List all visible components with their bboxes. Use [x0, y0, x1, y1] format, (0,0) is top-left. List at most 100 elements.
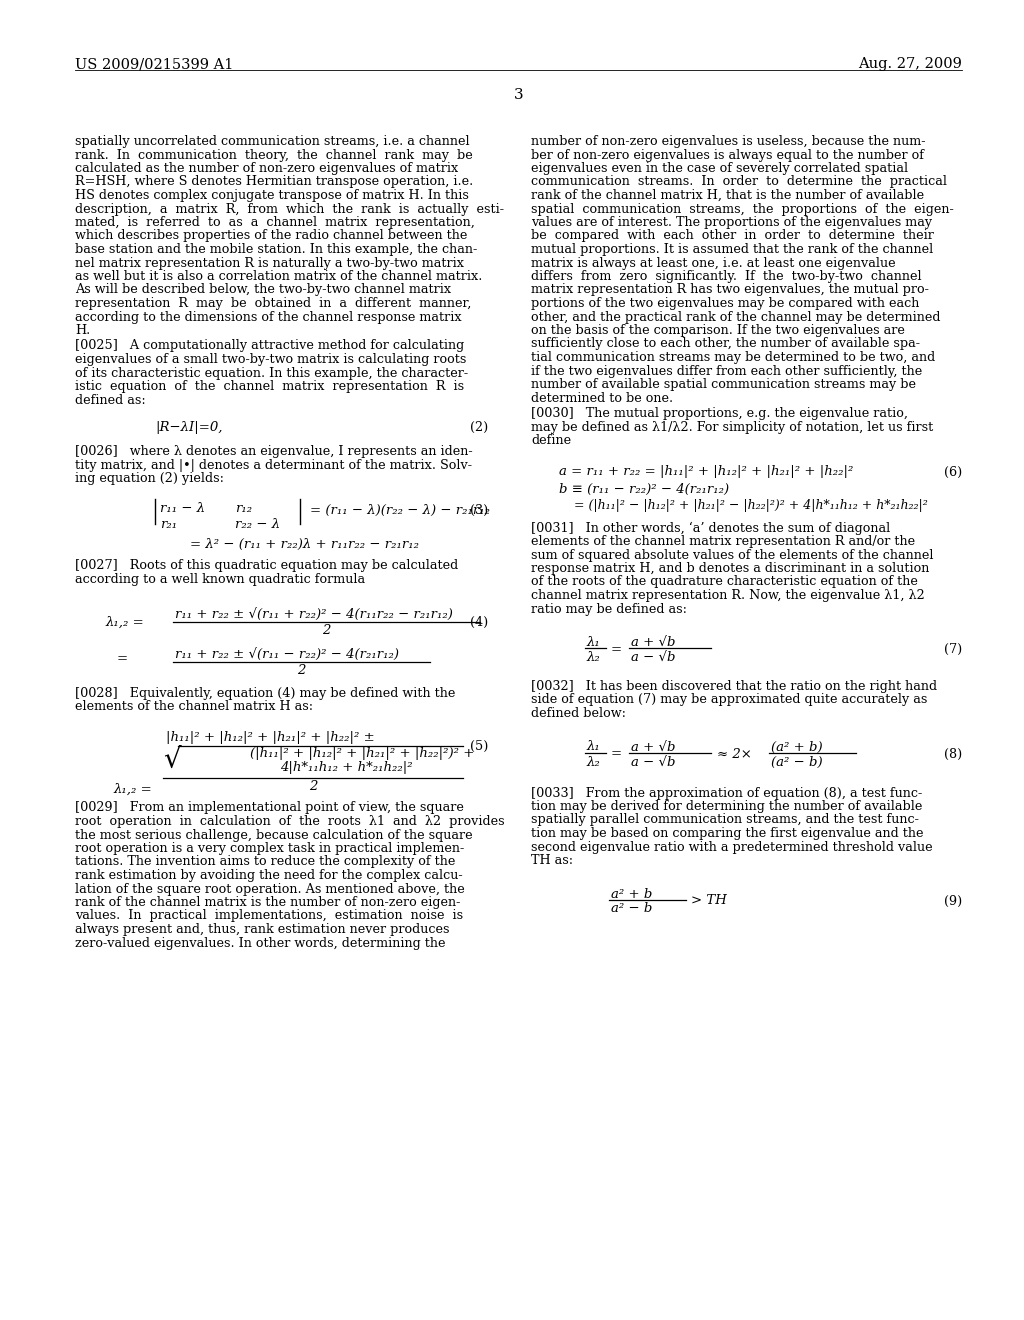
Text: TH as:: TH as: — [531, 854, 573, 867]
Text: 2: 2 — [323, 624, 331, 638]
Text: matrix representation R has two eigenvalues, the mutual pro-: matrix representation R has two eigenval… — [531, 284, 929, 297]
Text: side of equation (7) may be approximated quite accurately as: side of equation (7) may be approximated… — [531, 693, 928, 706]
Text: r₁₁ + r₂₂ ± √(r₁₁ − r₂₂)² − 4(r₂₁r₁₂): r₁₁ + r₂₂ ± √(r₁₁ − r₂₂)² − 4(r₂₁r₁₂) — [175, 648, 399, 660]
Text: =: = — [611, 747, 623, 760]
Text: tity matrix, and |•| denotes a determinant of the matrix. Solv-: tity matrix, and |•| denotes a determina… — [75, 458, 472, 471]
Text: HS denotes complex conjugate transpose of matrix H. In this: HS denotes complex conjugate transpose o… — [75, 189, 469, 202]
Text: (6): (6) — [944, 466, 962, 479]
Text: according to a well known quadratic formula: according to a well known quadratic form… — [75, 573, 366, 586]
Text: tations. The invention aims to reduce the complexity of the: tations. The invention aims to reduce th… — [75, 855, 456, 869]
Text: (8): (8) — [944, 747, 962, 760]
Text: [0031]   In other words, ‘a’ denotes the sum of diagonal: [0031] In other words, ‘a’ denotes the s… — [531, 521, 890, 535]
Text: Aug. 27, 2009: Aug. 27, 2009 — [858, 57, 962, 71]
Text: values are of interest. The proportions of the eigenvalues may: values are of interest. The proportions … — [531, 216, 932, 228]
Text: (2): (2) — [470, 421, 488, 434]
Text: calculated as the number of non-zero eigenvalues of matrix: calculated as the number of non-zero eig… — [75, 162, 459, 176]
Text: ≈ 2×: ≈ 2× — [717, 747, 752, 760]
Text: λ₁: λ₁ — [586, 741, 600, 754]
Text: [0026]   where λ denotes an eigenvalue, I represents an iden-: [0026] where λ denotes an eigenvalue, I … — [75, 445, 473, 458]
Text: defined below:: defined below: — [531, 708, 626, 719]
Text: (9): (9) — [944, 895, 962, 908]
Text: root operation is a very complex task in practical implemen-: root operation is a very complex task in… — [75, 842, 464, 855]
Text: r₂₁: r₂₁ — [160, 517, 177, 531]
Text: [0028]   Equivalently, equation (4) may be defined with the: [0028] Equivalently, equation (4) may be… — [75, 686, 456, 700]
Text: = (r₁₁ − λ)(r₂₂ − λ) − r₂₁r₁₂: = (r₁₁ − λ)(r₂₂ − λ) − r₂₁r₁₂ — [310, 503, 490, 516]
Text: [0030]   The mutual proportions, e.g. the eigenvalue ratio,: [0030] The mutual proportions, e.g. the … — [531, 407, 908, 420]
Text: as well but it is also a correlation matrix of the channel matrix.: as well but it is also a correlation mat… — [75, 271, 482, 282]
Text: |h₁₁|² + |h₁₂|² + |h₂₁|² + |h₂₂|² ±: |h₁₁|² + |h₁₂|² + |h₂₁|² + |h₂₂|² ± — [166, 731, 375, 744]
Text: r₁₁ + r₂₂ ± √(r₁₁ + r₂₂)² − 4(r₁₁r₂₂ − r₂₁r₁₂): r₁₁ + r₂₂ ± √(r₁₁ + r₂₂)² − 4(r₁₁r₂₂ − r… — [175, 607, 453, 620]
Text: communication  streams.  In  order  to  determine  the  practical: communication streams. In order to deter… — [531, 176, 947, 189]
Text: be  compared  with  each  other  in  order  to  determine  their: be compared with each other in order to … — [531, 230, 934, 243]
Text: eigenvalues of a small two-by-two matrix is calculating roots: eigenvalues of a small two-by-two matrix… — [75, 352, 466, 366]
Text: [0025]   A computationally attractive method for calculating: [0025] A computationally attractive meth… — [75, 339, 464, 352]
Text: 3: 3 — [514, 88, 523, 102]
Text: r₂₂ − λ: r₂₂ − λ — [234, 517, 281, 531]
Text: tion may be based on comparing the first eigenvalue and the: tion may be based on comparing the first… — [531, 828, 924, 840]
Text: portions of the two eigenvalues may be compared with each: portions of the two eigenvalues may be c… — [531, 297, 920, 310]
Text: zero-valued eigenvalues. In other words, determining the: zero-valued eigenvalues. In other words,… — [75, 936, 445, 949]
Text: nel matrix representation R is naturally a two-by-two matrix: nel matrix representation R is naturally… — [75, 256, 464, 269]
Text: root  operation  in  calculation  of  the  roots  λ1  and  λ2  provides: root operation in calculation of the roo… — [75, 814, 505, 828]
Text: [0032]   It has been discovered that the ratio on the right hand: [0032] It has been discovered that the r… — [531, 680, 937, 693]
Text: description,  a  matrix  R,  from  which  the  rank  is  actually  esti-: description, a matrix R, from which the … — [75, 202, 504, 215]
Text: always present and, thus, rank estimation never produces: always present and, thus, rank estimatio… — [75, 923, 450, 936]
Text: spatially parallel communication streams, and the test func-: spatially parallel communication streams… — [531, 813, 919, 826]
Text: a + √b: a + √b — [631, 636, 676, 649]
Text: = (|h₁₁|² − |h₁₂|² + |h₂₁|² − |h₂₂|²)² + 4|h*₁₁h₁₂ + h*₂₁h₂₂|²: = (|h₁₁|² − |h₁₂|² + |h₂₁|² − |h₂₂|²)² +… — [574, 499, 928, 512]
Text: rank estimation by avoiding the need for the complex calcu-: rank estimation by avoiding the need for… — [75, 869, 463, 882]
Text: lation of the square root operation. As mentioned above, the: lation of the square root operation. As … — [75, 883, 465, 895]
Text: λ₁,₂ =: λ₁,₂ = — [113, 783, 152, 796]
Text: number of non-zero eigenvalues is useless, because the num-: number of non-zero eigenvalues is useles… — [531, 135, 926, 148]
Text: differs  from  zero  significantly.  If  the  two-by-two  channel: differs from zero significantly. If the … — [531, 271, 922, 282]
Text: the most serious challenge, because calculation of the square: the most serious challenge, because calc… — [75, 829, 473, 842]
Text: which describes properties of the radio channel between the: which describes properties of the radio … — [75, 230, 467, 243]
Text: λ₂: λ₂ — [586, 755, 600, 768]
Text: rank of the channel matrix is the number of non-zero eigen-: rank of the channel matrix is the number… — [75, 896, 461, 909]
Text: determined to be one.: determined to be one. — [531, 392, 673, 404]
Text: > TH: > TH — [691, 895, 727, 908]
Text: R=HSH, where S denotes Hermitian transpose operation, i.e.: R=HSH, where S denotes Hermitian transpo… — [75, 176, 473, 189]
Text: elements of the channel matrix representation R and/or the: elements of the channel matrix represent… — [531, 535, 915, 548]
Text: =: = — [117, 652, 128, 665]
Text: spatial  communication  streams,  the  proportions  of  the  eigen-: spatial communication streams, the propo… — [531, 202, 953, 215]
Text: ratio may be defined as:: ratio may be defined as: — [531, 602, 687, 615]
Text: spatially uncorrelated communication streams, i.e. a channel: spatially uncorrelated communication str… — [75, 135, 470, 148]
Text: (4): (4) — [470, 615, 488, 628]
Text: = λ² − (r₁₁ + r₂₂)λ + r₁₁r₂₂ − r₂₁r₁₂: = λ² − (r₁₁ + r₂₂)λ + r₁₁r₂₂ − r₂₁r₁₂ — [190, 537, 419, 550]
Text: mutual proportions. It is assumed that the rank of the channel: mutual proportions. It is assumed that t… — [531, 243, 933, 256]
Text: r₁₁ − λ: r₁₁ − λ — [160, 502, 205, 515]
Text: H.: H. — [75, 323, 90, 337]
Text: may be defined as λ1/λ2. For simplicity of notation, let us first: may be defined as λ1/λ2. For simplicity … — [531, 421, 933, 433]
Text: 2: 2 — [297, 664, 306, 677]
Text: (3): (3) — [470, 503, 488, 516]
Text: a + √b: a + √b — [631, 741, 676, 754]
Text: sum of squared absolute values of the elements of the channel: sum of squared absolute values of the el… — [531, 549, 934, 561]
Text: eigenvalues even in the case of severely correlated spatial: eigenvalues even in the case of severely… — [531, 162, 908, 176]
Text: λ₁: λ₁ — [586, 636, 600, 649]
Text: (7): (7) — [944, 643, 962, 656]
Text: according to the dimensions of the channel response matrix: according to the dimensions of the chann… — [75, 310, 462, 323]
Text: As will be described below, the two-by-two channel matrix: As will be described below, the two-by-t… — [75, 284, 452, 297]
Text: 2: 2 — [309, 780, 317, 793]
Text: (a² + b): (a² + b) — [771, 741, 822, 754]
Text: a² − b: a² − b — [611, 903, 652, 916]
Text: channel matrix representation R. Now, the eigenvalue λ1, λ2: channel matrix representation R. Now, th… — [531, 589, 925, 602]
Text: response matrix H, and b denotes a discriminant in a solution: response matrix H, and b denotes a discr… — [531, 562, 930, 576]
Text: representation  R  may  be  obtained  in  a  different  manner,: representation R may be obtained in a di… — [75, 297, 471, 310]
Text: US 2009/0215399 A1: US 2009/0215399 A1 — [75, 57, 233, 71]
Text: [0029]   From an implementational point of view, the square: [0029] From an implementational point of… — [75, 801, 464, 814]
Text: [0033]   From the approximation of equation (8), a test func-: [0033] From the approximation of equatio… — [531, 787, 923, 800]
Text: define: define — [531, 434, 571, 447]
Text: mated,  is  referred  to  as  a  channel  matrix  representation,: mated, is referred to as a channel matri… — [75, 216, 475, 228]
Text: (5): (5) — [470, 739, 488, 752]
Text: other, and the practical rank of the channel may be determined: other, and the practical rank of the cha… — [531, 310, 940, 323]
Text: (a² − b): (a² − b) — [771, 755, 822, 768]
Text: (|h₁₁|² + |h₁₂|² + |h₂₁|² + |h₂₂|²)² +: (|h₁₁|² + |h₁₂|² + |h₂₁|² + |h₂₂|²)² + — [250, 747, 474, 760]
Text: number of available spatial communication streams may be: number of available spatial communicatio… — [531, 378, 916, 391]
Text: ing equation (2) yields:: ing equation (2) yields: — [75, 473, 224, 484]
Text: ber of non-zero eigenvalues is always equal to the number of: ber of non-zero eigenvalues is always eq… — [531, 149, 924, 161]
Text: a² + b: a² + b — [611, 887, 652, 900]
Text: λ₂: λ₂ — [586, 651, 600, 664]
Text: tial communication streams may be determined to be two, and: tial communication streams may be determ… — [531, 351, 935, 364]
